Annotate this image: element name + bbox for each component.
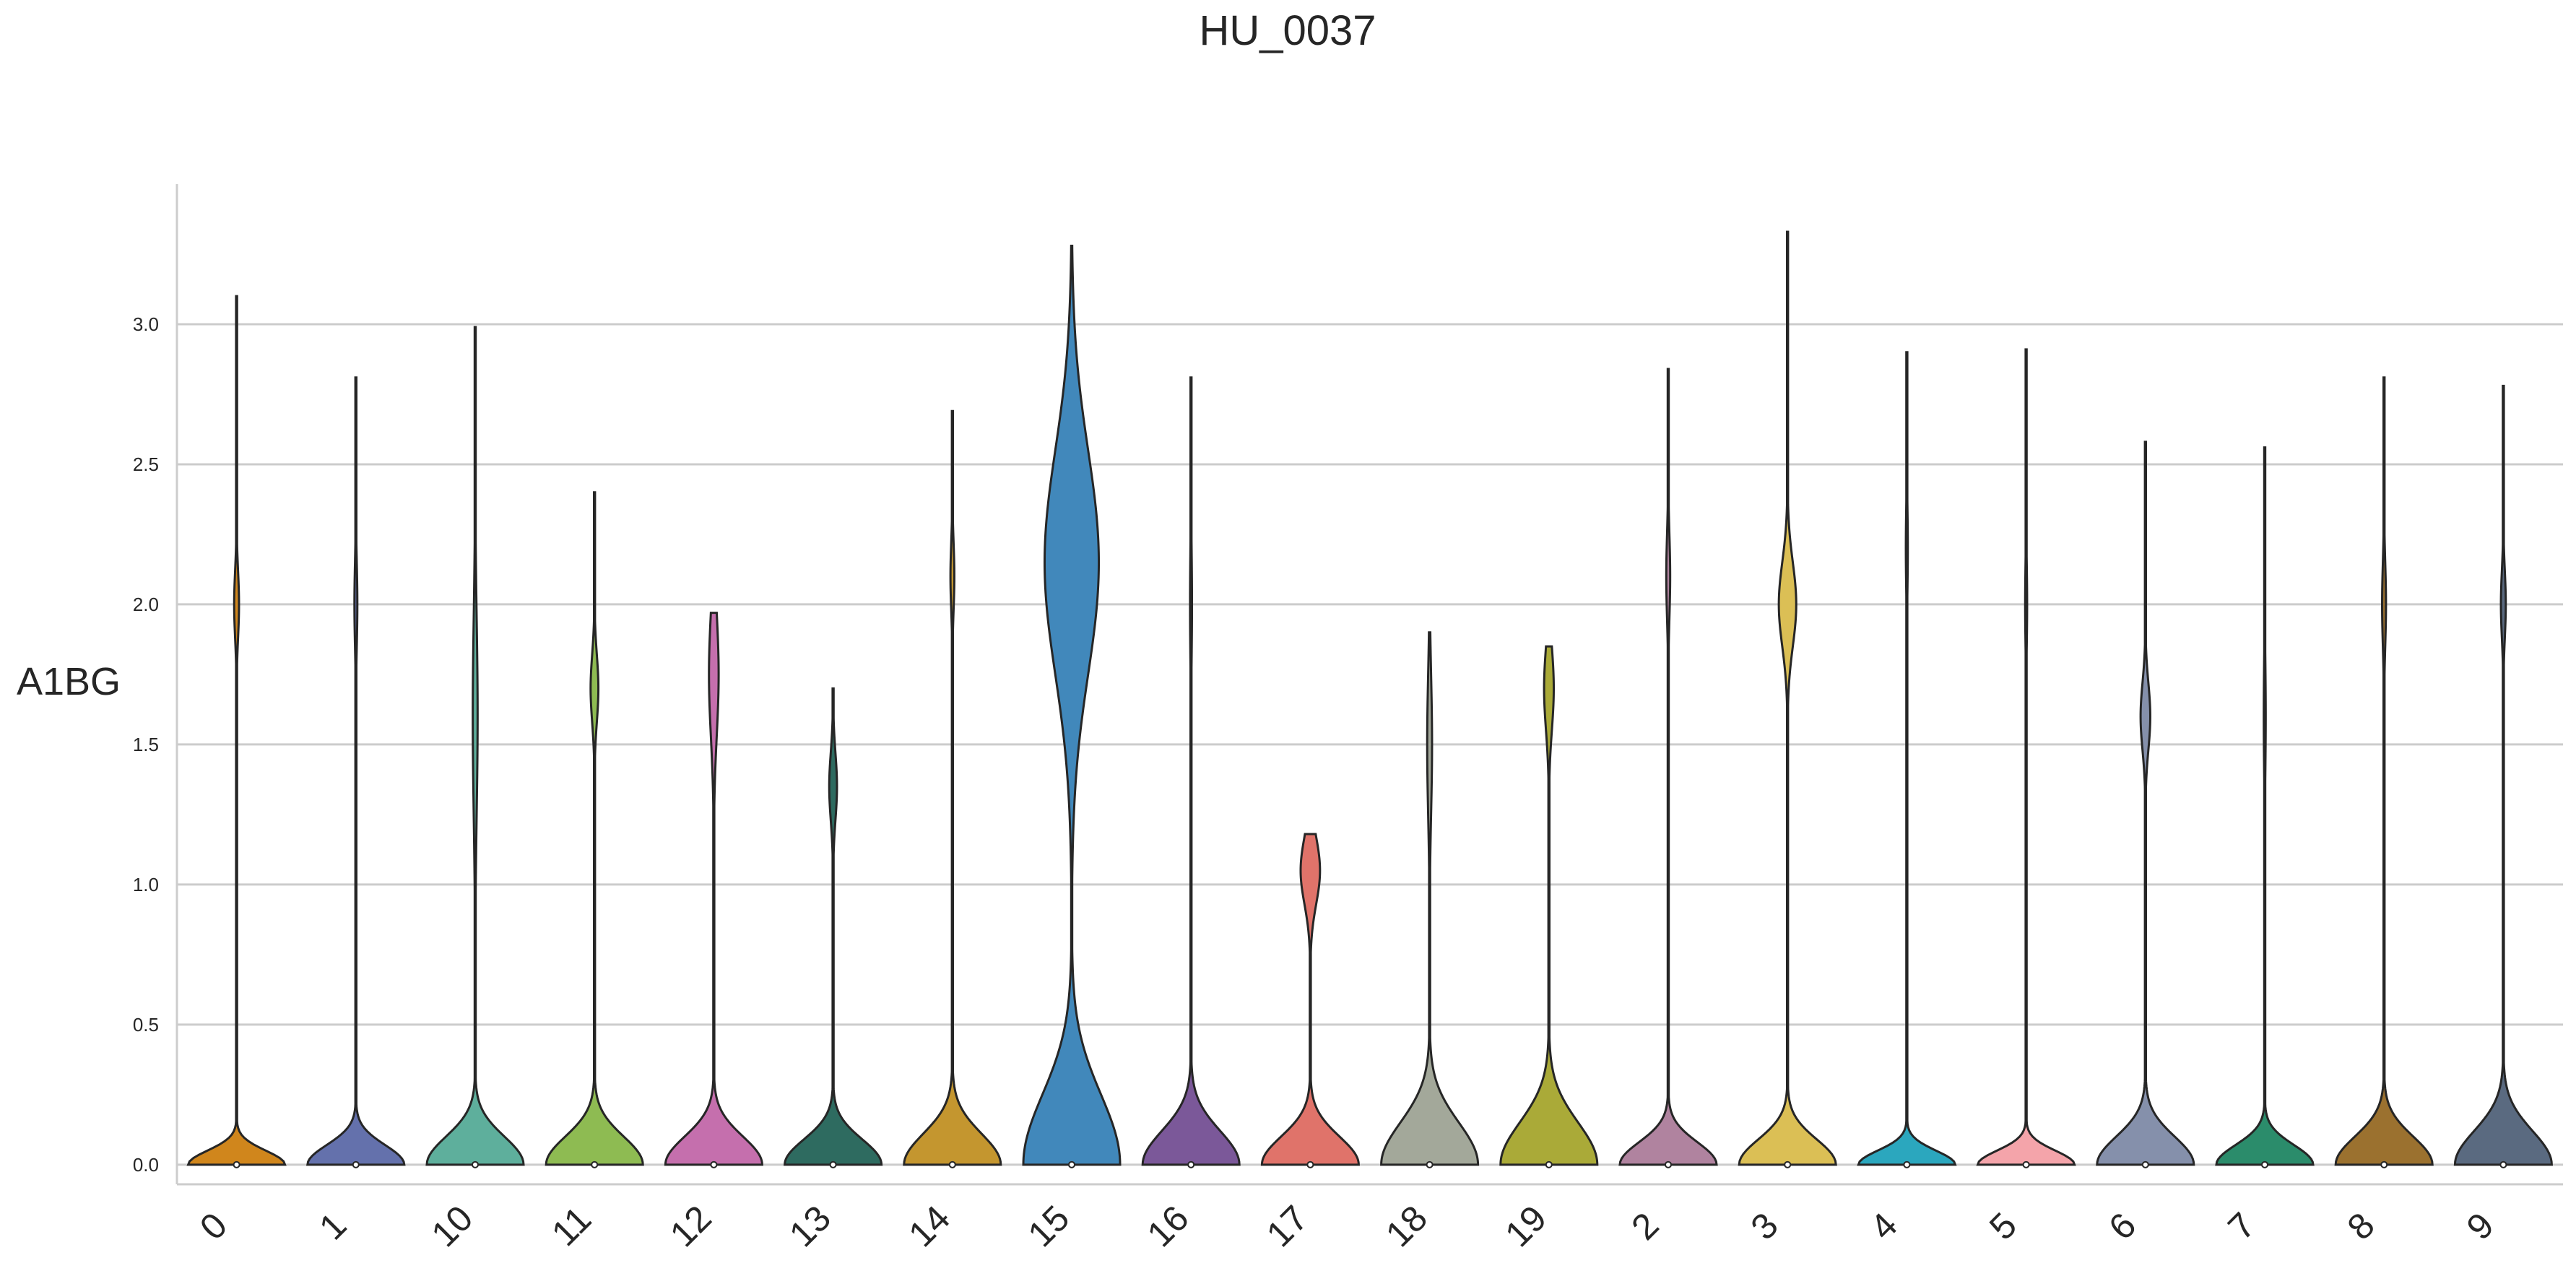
y-axis-label: A1BG <box>17 660 121 703</box>
violin-3 <box>1738 230 1837 1166</box>
violin-19 <box>1499 645 1599 1166</box>
violin-5 <box>1976 348 2076 1166</box>
median-marker-5 <box>2022 1160 2030 1168</box>
median-marker-2 <box>1665 1160 1672 1168</box>
x-tick-label: 17 <box>1259 1198 1316 1255</box>
x-tick-label: 6 <box>2101 1205 2143 1247</box>
y-tick-labels: 0.0 0.5 1.0 1.5 2.0 2.5 3.0 <box>133 313 159 1176</box>
x-tick-label: 12 <box>662 1198 719 1255</box>
y-tick-label: 0.5 <box>133 1014 159 1036</box>
violin-1 <box>305 376 406 1166</box>
violin-7 <box>2215 446 2315 1166</box>
median-marker-11 <box>591 1160 599 1168</box>
y-tick-label: 1.0 <box>133 874 159 895</box>
violin-10 <box>425 326 525 1166</box>
violin-2 <box>1618 368 1718 1166</box>
x-tick-label: 15 <box>1020 1198 1077 1255</box>
x-tick-label: 2 <box>1623 1205 1666 1247</box>
y-tick-label: 2.5 <box>133 453 159 475</box>
x-tick-label: 19 <box>1497 1198 1554 1255</box>
violin-9 <box>2453 384 2554 1166</box>
violin-8 <box>2334 376 2434 1166</box>
x-tick-label: 14 <box>901 1198 958 1255</box>
median-marker-9 <box>2499 1160 2507 1168</box>
median-marker-8 <box>2380 1160 2388 1168</box>
y-tick-label: 0.0 <box>133 1154 159 1176</box>
y-tick-label: 1.5 <box>133 734 159 755</box>
chart-title: HU_0037 <box>1199 7 1376 54</box>
x-tick-label: 11 <box>544 1199 599 1254</box>
violin-6 <box>2096 440 2195 1166</box>
grid-lines <box>177 323 2563 1166</box>
violin-11 <box>545 491 644 1166</box>
x-tick-label: 13 <box>781 1198 838 1255</box>
median-marker-13 <box>829 1160 837 1168</box>
x-tick-label: 0 <box>192 1205 235 1247</box>
median-marker-18 <box>1426 1160 1434 1168</box>
violin-17 <box>1260 833 1360 1166</box>
median-marker-4 <box>1903 1160 1911 1168</box>
violin-4 <box>1857 351 1957 1166</box>
violin-18 <box>1380 631 1480 1166</box>
violin-16 <box>1141 376 1241 1166</box>
median-marker-12 <box>710 1160 718 1168</box>
median-marker-19 <box>1545 1160 1553 1168</box>
violin-14 <box>903 409 1002 1166</box>
x-tick-label: 10 <box>424 1198 481 1255</box>
median-marker-16 <box>1187 1160 1195 1168</box>
x-tick-label: 8 <box>2340 1205 2382 1247</box>
median-marker-10 <box>472 1160 479 1168</box>
x-tick-label: 4 <box>1862 1205 1905 1247</box>
x-tick-label: 18 <box>1378 1198 1435 1255</box>
violin-15 <box>1022 244 1122 1166</box>
median-marker-1 <box>352 1160 360 1168</box>
violin-0 <box>186 295 287 1166</box>
median-marker-17 <box>1306 1160 1314 1168</box>
y-tick-label: 3.0 <box>133 313 159 335</box>
x-tick-label: 5 <box>1982 1205 2024 1247</box>
violins <box>186 230 2554 1168</box>
median-marker-0 <box>233 1160 240 1168</box>
median-marker-14 <box>948 1160 956 1168</box>
median-marker-15 <box>1068 1160 1075 1168</box>
x-tick-label: 7 <box>2220 1205 2263 1247</box>
violin-13 <box>783 687 883 1166</box>
x-tick-label: 3 <box>1743 1205 1786 1247</box>
median-marker-6 <box>2141 1160 2149 1168</box>
x-tick-label: 16 <box>1140 1198 1197 1255</box>
y-tick-label: 2.0 <box>133 594 159 615</box>
x-tick-label: 9 <box>2459 1205 2502 1247</box>
x-tick-label: 1 <box>311 1205 354 1247</box>
violin-12 <box>664 612 764 1166</box>
median-marker-3 <box>1784 1160 1792 1168</box>
median-marker-7 <box>2261 1160 2268 1168</box>
x-tick-labels: 0 1 10 11 12 13 14 15 16 17 18 19 2 3 4 5 6 7 8 9 <box>192 1198 2502 1255</box>
